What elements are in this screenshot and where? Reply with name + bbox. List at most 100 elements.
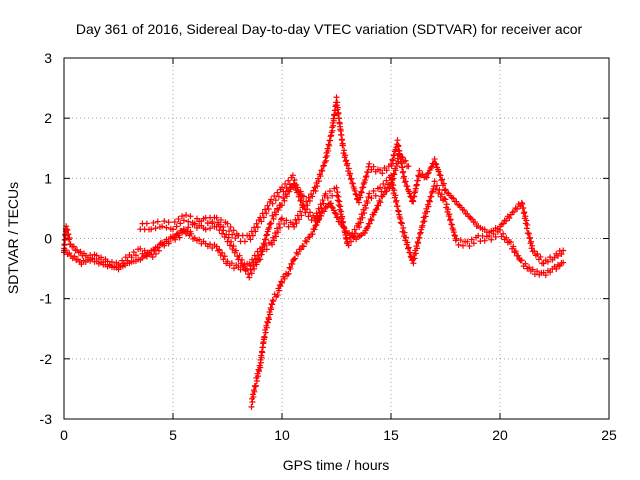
data-point — [370, 163, 377, 170]
data-point — [248, 270, 255, 277]
data-point — [399, 164, 406, 171]
data-point — [554, 252, 561, 259]
y-axis-label: SDTVAR / TECUs — [5, 182, 21, 294]
data-point — [300, 203, 307, 210]
data-point — [71, 253, 78, 260]
y-tick-label: 1 — [44, 170, 52, 186]
data-point — [453, 198, 460, 205]
data-point — [223, 231, 230, 238]
data-point — [392, 167, 399, 174]
data-point — [459, 242, 466, 249]
data-point — [237, 260, 244, 267]
data-point — [229, 231, 236, 238]
data-point — [93, 252, 100, 259]
data-point — [243, 265, 250, 272]
data-point — [341, 147, 348, 154]
data-point — [321, 208, 328, 215]
data-point — [142, 252, 149, 259]
data-point — [428, 163, 435, 170]
data-point — [219, 230, 226, 237]
data-point — [390, 175, 397, 182]
data-point — [391, 187, 398, 194]
data-point — [183, 212, 190, 219]
data-point — [249, 263, 256, 270]
data-point — [247, 266, 254, 273]
y-tick-label: 2 — [44, 110, 52, 126]
data-points — [61, 94, 567, 410]
data-point — [357, 219, 364, 226]
data-point — [422, 213, 429, 220]
data-point — [320, 200, 327, 207]
data-point — [338, 208, 345, 215]
data-point — [265, 316, 272, 323]
data-point — [291, 223, 298, 230]
data-point — [318, 212, 325, 219]
data-point — [246, 274, 253, 281]
data-point — [266, 224, 273, 231]
data-point — [258, 251, 265, 258]
data-point — [436, 186, 443, 193]
data-point — [400, 225, 407, 232]
data-point — [450, 195, 457, 202]
data-point — [334, 189, 341, 196]
data-point — [551, 254, 558, 261]
data-point — [230, 243, 237, 250]
series-4 — [137, 180, 307, 281]
data-point — [104, 258, 111, 265]
data-point — [394, 163, 401, 170]
data-point — [425, 169, 432, 176]
data-point — [256, 368, 263, 375]
data-point — [251, 265, 258, 272]
data-point — [173, 223, 180, 230]
data-point — [294, 184, 301, 191]
data-point — [379, 170, 386, 177]
data-point — [191, 220, 198, 227]
data-point — [547, 269, 554, 276]
data-point — [130, 249, 137, 256]
data-point — [314, 183, 321, 190]
data-point — [542, 272, 549, 279]
data-point — [226, 242, 233, 249]
data-point — [426, 198, 433, 205]
data-point — [323, 157, 330, 164]
data-point — [328, 204, 335, 211]
data-point — [468, 236, 475, 243]
data-point — [311, 226, 318, 233]
data-point — [345, 165, 352, 172]
data-point — [298, 197, 305, 204]
y-tick-label: 0 — [44, 231, 52, 247]
data-point — [224, 220, 231, 227]
data-point — [257, 359, 264, 366]
data-point — [414, 177, 421, 184]
data-point — [253, 261, 260, 268]
x-tick-label: 15 — [383, 427, 399, 443]
data-point — [295, 216, 302, 223]
data-point — [338, 132, 345, 139]
data-point — [219, 249, 226, 256]
data-point — [401, 229, 408, 236]
data-point — [175, 215, 182, 222]
data-point — [376, 197, 383, 204]
data-point — [272, 197, 279, 204]
data-point — [427, 165, 434, 172]
series-1 — [61, 94, 567, 270]
data-point — [228, 238, 235, 245]
data-point — [283, 193, 290, 200]
data-point — [434, 182, 441, 189]
data-point — [315, 205, 322, 212]
data-point — [457, 237, 464, 244]
data-point — [204, 219, 211, 226]
data-point — [430, 183, 437, 190]
data-point — [404, 239, 411, 246]
data-point — [428, 193, 435, 200]
data-point — [399, 154, 406, 161]
data-point — [529, 266, 536, 273]
data-point — [383, 177, 390, 184]
data-point — [149, 253, 156, 260]
data-point — [277, 224, 284, 231]
data-point — [252, 228, 259, 235]
data-point — [251, 388, 258, 395]
data-point — [312, 187, 319, 194]
data-point — [500, 230, 507, 237]
